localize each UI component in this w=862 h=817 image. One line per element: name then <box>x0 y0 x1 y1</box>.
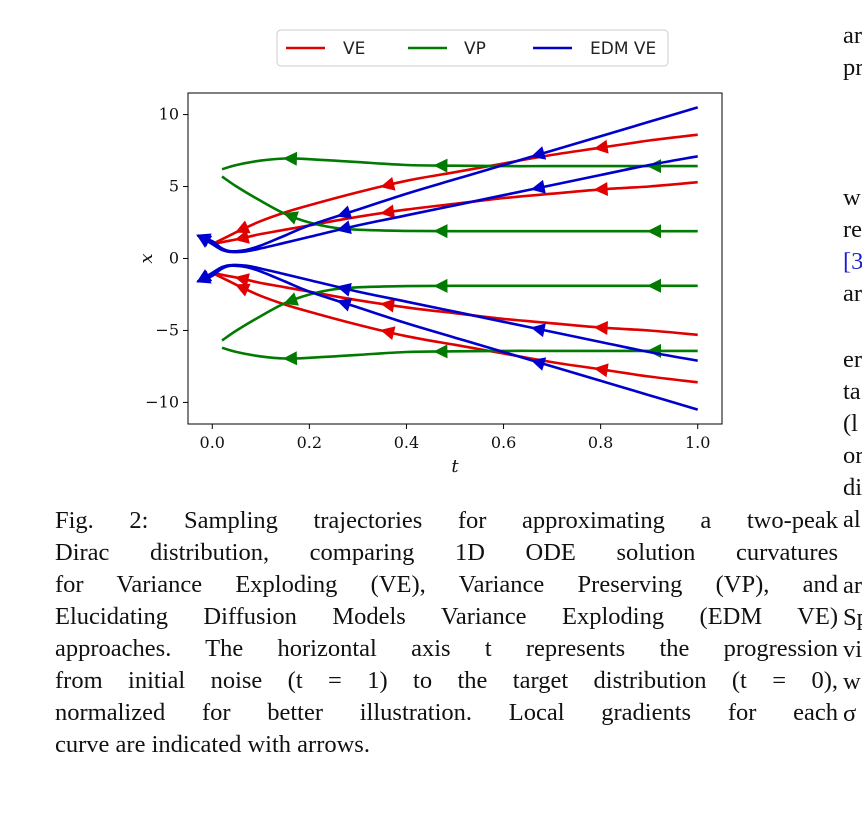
y-axis-label: x <box>136 253 157 263</box>
gradient-arrow <box>336 205 353 219</box>
caption-line: from initial noise (t = 1) to the target… <box>55 667 838 694</box>
caption-line: Dirac distribution, comparing 1D ODE sol… <box>55 539 838 566</box>
x-tick-label: 0.0 <box>200 433 225 452</box>
gradient-arrow <box>380 326 396 340</box>
gradient-arrow <box>433 158 448 173</box>
right-column-fragment: ar <box>843 22 862 49</box>
gradient-arrow <box>530 179 546 194</box>
gradient-arrow <box>196 270 212 284</box>
gradient-arrow <box>593 321 608 335</box>
gradient-arrow <box>647 278 661 293</box>
right-column-fragment: vi <box>843 636 862 663</box>
series-line-ve <box>211 271 698 384</box>
right-column-fragment: ta <box>843 378 861 405</box>
x-tick-label: 0.6 <box>491 433 516 452</box>
caption-line: for Variance Exploding (VE), Variance Pr… <box>55 571 838 598</box>
x-tick-label: 0.4 <box>394 433 419 452</box>
series-line-edm-ve <box>197 106 699 253</box>
gradient-arrow <box>593 363 609 378</box>
gradient-arrow <box>336 283 352 297</box>
trajectory-chart: 0.0 0.2 0.4 0.6 0.8 1.0 10 5 0 −5 −10 t x VE VP EDM VE <box>136 29 723 477</box>
y-tick-label: −10 <box>145 392 179 411</box>
gradient-arrow <box>593 139 609 154</box>
series-line-vp <box>221 346 698 360</box>
series-line-ve <box>211 133 698 246</box>
series-line-vp <box>221 284 698 342</box>
right-column-fragment: (l <box>843 410 858 437</box>
gradient-arrow <box>593 182 608 196</box>
gradient-arrow <box>234 273 250 287</box>
right-column-fragment: al <box>843 506 861 533</box>
legend-label: VP <box>464 39 486 59</box>
series-line-vp <box>221 175 698 233</box>
gradient-arrow <box>530 357 547 371</box>
gradient-arrow <box>530 146 547 160</box>
gradient-arrow <box>336 220 352 234</box>
right-column-fragment: ar <box>843 572 862 599</box>
right-column-fragment: w <box>843 668 861 695</box>
caption-line: normalized for better illustration. Loca… <box>55 699 838 726</box>
x-tick-label: 1.0 <box>685 433 710 452</box>
caption-line: Elucidating Diffusion Models Variance Ex… <box>55 603 838 630</box>
gradient-arrow <box>235 283 251 297</box>
right-column-fragment: σ <box>843 700 857 727</box>
gradient-arrow <box>234 230 250 244</box>
gradient-arrow <box>433 224 448 239</box>
x-tick-label: 0.8 <box>588 433 613 452</box>
gradient-arrow <box>283 292 299 306</box>
caption-line: curve are indicated with arrows. <box>55 731 370 758</box>
caption-line: Fig. 2: Sampling trajectories for approx… <box>55 507 838 534</box>
y-tick-label: 0 <box>169 249 179 268</box>
y-tick-label: 5 <box>169 177 179 196</box>
gradient-arrow <box>336 298 353 312</box>
legend-box <box>276 29 669 67</box>
gradient-arrow <box>380 204 395 219</box>
series-line-vp <box>221 157 698 171</box>
right-column-fragment: er <box>843 346 862 373</box>
gradient-arrow <box>530 323 546 338</box>
x-tick-label: 0.2 <box>297 433 322 452</box>
caption-line: approaches. The horizontal axis t repres… <box>55 635 838 662</box>
right-column-fragment: or <box>843 442 862 469</box>
gradient-arrow <box>647 224 661 239</box>
right-column-fragment: Sp <box>843 604 862 631</box>
right-column-fragment: w <box>843 184 861 211</box>
right-column-fragment: ar <box>843 280 862 307</box>
series-line-edm-ve <box>197 264 699 411</box>
gradient-arrow <box>282 151 298 166</box>
right-column-fragment: re <box>843 216 862 243</box>
series-group <box>196 106 699 411</box>
gradient-arrow <box>282 351 298 366</box>
figure-2: 0.0 0.2 0.4 0.6 0.8 1.0 10 5 0 −5 −10 t x VE VP EDM VE <box>136 29 723 477</box>
gradient-arrow <box>380 298 395 313</box>
gradient-arrow <box>283 211 299 225</box>
gradient-arrow <box>433 344 448 359</box>
gradient-arrow <box>196 234 213 248</box>
legend-label: VE <box>343 39 365 59</box>
gradient-arrow <box>433 278 448 293</box>
right-column-fragment: [3 <box>843 248 862 275</box>
y-tick-label: −5 <box>155 320 179 339</box>
right-column-fragment: pr <box>843 54 862 81</box>
figure-caption: Fig. 2: Sampling trajectories for approx… <box>55 505 838 761</box>
right-column-text: ar pr w re [3 ar er ta (l or di al ar Sp… <box>843 0 862 817</box>
y-tick-label: 10 <box>159 105 179 124</box>
legend-label: EDM VE <box>590 39 656 59</box>
series-line-edm-ve <box>197 155 698 254</box>
right-column-fragment: di <box>843 474 862 501</box>
gradient-arrow <box>380 177 396 191</box>
x-axis-label: t <box>451 456 459 477</box>
